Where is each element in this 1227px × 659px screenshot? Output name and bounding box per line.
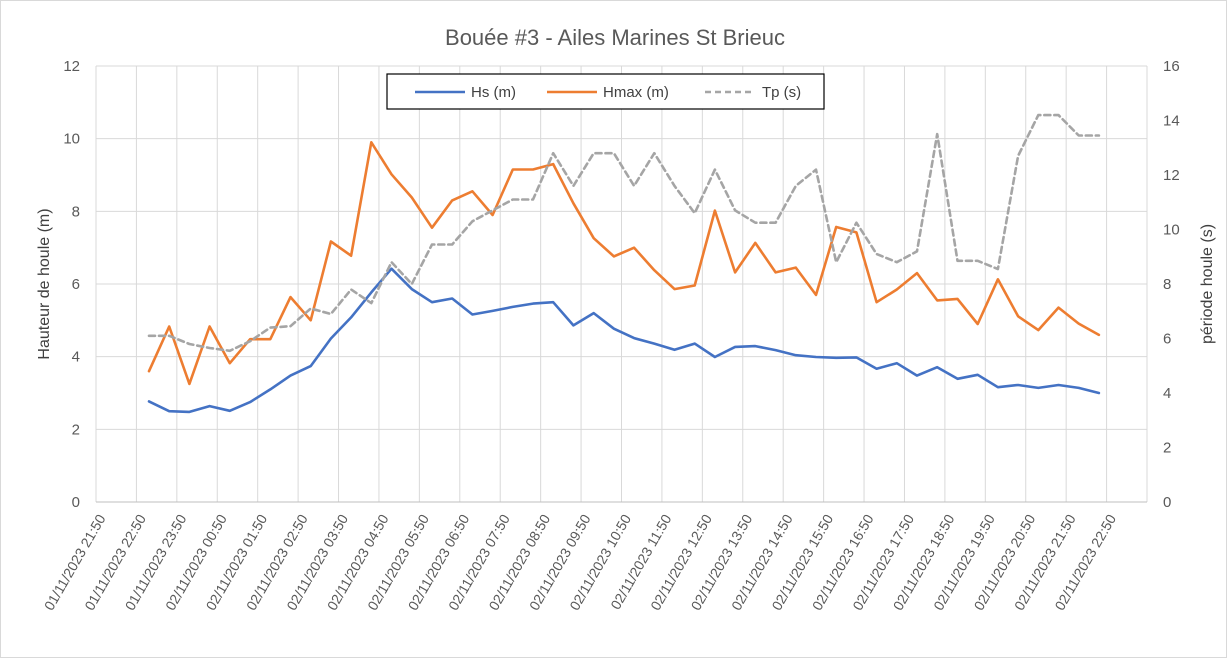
chart-title: Bouée #3 - Ailes Marines St Brieuc xyxy=(445,25,785,50)
y2-tick-label: 4 xyxy=(1163,385,1171,402)
y2-tick-label: 2 xyxy=(1163,440,1171,457)
y-tick-label: 6 xyxy=(72,276,80,293)
y-tick-label: 10 xyxy=(63,131,80,148)
y-tick-label: 0 xyxy=(72,494,80,511)
y-tick-label: 12 xyxy=(63,58,80,75)
y2-tick-label: 8 xyxy=(1163,276,1171,293)
series-line-hmax xyxy=(147,141,1101,386)
y-tick-label: 8 xyxy=(72,203,80,220)
gridlines xyxy=(95,65,1148,503)
y2-tick-label: 0 xyxy=(1163,494,1171,511)
series-lines xyxy=(147,113,1101,414)
y2-tick-label: 16 xyxy=(1163,58,1180,75)
y-tick-label: 2 xyxy=(72,421,80,438)
y-tick-label: 4 xyxy=(72,349,80,366)
series-line-hs xyxy=(147,267,1101,414)
y2-axis-title: période houle (s) xyxy=(1199,224,1216,344)
legend: Hs (m) Hmax (m) Tp (s) xyxy=(386,73,825,110)
legend-label-hs: Hs (m) xyxy=(471,84,516,101)
legend-label-hmax: Hmax (m) xyxy=(603,84,669,101)
y2-tick-label: 12 xyxy=(1163,167,1180,184)
y2-tick-label: 14 xyxy=(1163,113,1180,130)
y2-tick-label: 10 xyxy=(1163,222,1180,239)
y-axis-title: Hauteur de houle (m) xyxy=(36,208,53,359)
legend-label-tp: Tp (s) xyxy=(762,84,801,101)
y2-tick-label: 6 xyxy=(1163,331,1171,348)
series-line-tp xyxy=(147,113,1101,353)
